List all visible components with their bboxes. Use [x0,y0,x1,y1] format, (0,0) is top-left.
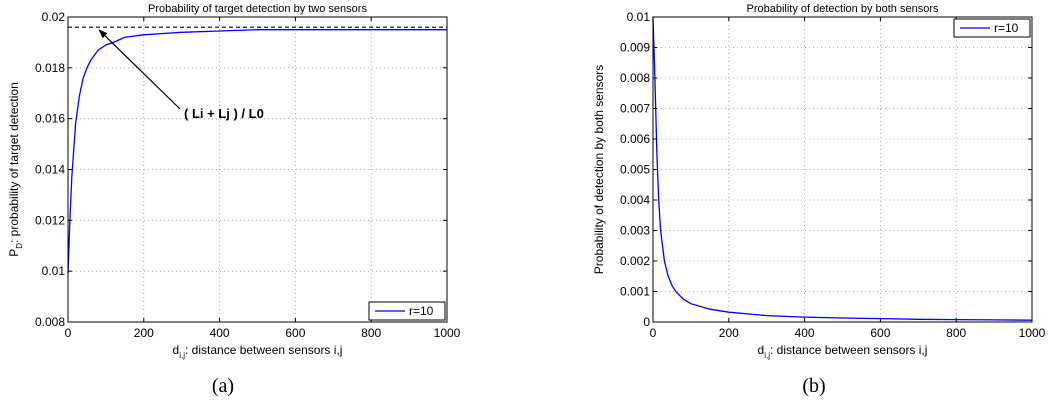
y-axis-label: PD: probability of target detection [7,82,24,257]
y-tick-label: 0.005 [620,163,650,177]
y-tick-label: 0.003 [620,224,650,238]
x-tick-label: 200 [719,326,739,340]
x-axis-label-main: d [173,343,180,357]
x-tick-label: 0 [650,326,657,340]
y-tick-label: 0.014 [35,163,65,177]
x-tick-label: 1000 [434,326,461,340]
x-tick-label: 800 [361,326,381,340]
plot-frame [67,16,448,323]
y-tick-label: 0.007 [620,102,650,116]
plot-area [653,17,1032,322]
x-tick-label: 400 [210,326,230,340]
x-tick-label: 600 [285,326,305,340]
x-axis-label-main: d [758,343,765,357]
y-tick-label: 0.02 [42,10,66,24]
x-tick-label: 400 [795,326,815,340]
x-tick-label: 200 [134,326,154,340]
annotation-arrow [101,32,181,110]
annotation-label: ( Li + Lj ) / L0 [184,106,264,121]
chart-title: Probability of target detection by two s… [148,3,367,15]
x-axis-label: di,j: distance between sensors i,j [173,343,343,360]
y-tick-label: 0.009 [620,41,650,55]
series-line-0 [67,29,447,274]
legend-label: r=10 [409,304,434,318]
chart-panel-a: 0 200 400 600 800 1000 0.008 0.01 0.012 0.014 0.01… [7,3,461,360]
y-tick-label: 0.004 [620,193,650,207]
chart-panel-b: 0 200 400 600 800 1000 0 0.001 0.002 0.003 0.004 0.… [592,3,1046,360]
y-tick-label: 0.006 [620,132,650,146]
y-tick-label: 0.012 [35,213,65,227]
y-axis-label-main: P [7,249,21,257]
legend-box [368,301,446,321]
y-tick-label: 0.018 [35,61,65,75]
y-tick-label: 0.008 [620,71,650,85]
y-axis-label-rest: : probability of target detection [7,82,21,243]
x-axis-label-rest: : distance between sensors i,j [770,343,927,357]
y-tick-label: 0.01 [42,264,66,278]
legend: r=10 [368,301,446,321]
caption-a: (a) [212,375,234,397]
y-tick-label: 0.002 [620,254,650,268]
chart-title: Probability of detection by both sensors [746,3,939,15]
x-tick-label: 0 [65,326,72,340]
y-tick-label: 0 [643,315,650,329]
legend: r=10 [953,18,1031,38]
y-tick-label: 0.01 [627,10,651,24]
caption-b: (b) [802,375,825,397]
x-tick-label: 1000 [1019,326,1046,340]
y-axis-label-sub: D [15,243,24,249]
y-tick-label: 0.008 [35,315,65,329]
x-tick-label: 600 [870,326,890,340]
legend-label: r=10 [994,21,1019,35]
series-line-0 [652,16,1033,321]
y-tick-label: 0.016 [35,112,65,126]
y-tick-label: 0.001 [620,285,650,299]
plot-frame [652,16,1033,323]
legend-box [953,18,1031,38]
x-axis-label-rest: : distance between sensors i,j [185,343,342,357]
x-axis-label: di,j: distance between sensors i,j [758,343,928,360]
annotation-arrowhead [98,29,108,39]
x-tick-label: 800 [946,326,966,340]
x-axis-label-sub: i,j [179,351,185,360]
y-axis-label: Probability of detection by both sensors [592,65,606,274]
plot-area [68,17,447,322]
x-axis-label-sub: i,j [764,351,770,360]
